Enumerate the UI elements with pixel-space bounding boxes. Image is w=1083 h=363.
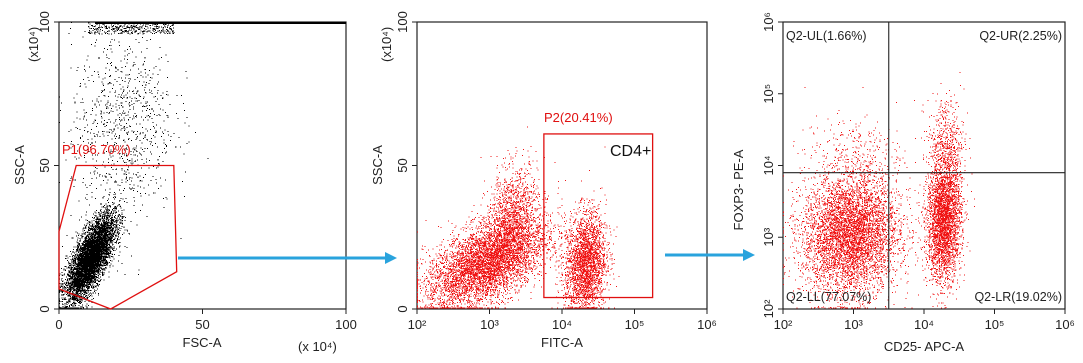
quadrant-ul-label: Q2-UL(1.66%) [786,29,867,43]
panel-2-points [417,126,620,309]
y-tick-label: 10³ [761,227,776,246]
y-tick-label: 10⁶ [761,12,776,32]
panel-1-points [59,22,346,309]
x-tick-label: 0 [55,317,62,332]
panel-3: Q2-UL(1.66%) Q2-UR(2.25%) Q2-LL(77.07%) … [731,12,1075,354]
gating-arrows [178,249,755,264]
y-tick-label: 100 [395,11,410,33]
x-tick-label: 10³ [844,317,863,332]
panel-1-y-scale-label: (x10⁴) [26,27,41,62]
panel-1: P1(96.70%) 0 50 100 0 50 100 (x10⁴) (x 10⁴) F… [12,11,357,354]
panel-2-y-axis-label: SSC-A [370,145,385,185]
scatter-points [59,22,209,309]
x-tick-label: 10² [408,317,427,332]
y-tick-label: 50 [395,158,410,172]
x-tick-label: 10³ [480,317,499,332]
arrow-2-head [743,249,755,261]
gate-p2 [543,133,654,299]
y-tick-label: 100 [37,11,52,33]
y-tick-label: 10⁴ [761,155,776,175]
panel-2: P2(20.41%) CD4+ 10² 10³ 10⁴ 10⁵ 10⁶ 0 50 100 (x… [370,11,717,350]
gate-p2-label: P2(20.41%) [544,110,613,125]
x-tick-label: 10⁶ [697,317,717,332]
panel-2-y-scale-label: (x10⁴) [379,27,394,62]
scatter-points [783,71,976,309]
gate-p1-label: P1(96.70%) [62,142,131,157]
y-tick-label: 0 [395,305,410,312]
cd4-positive-annotation: CD4+ [610,143,651,160]
x-tick-label: 10⁶ [1055,317,1075,332]
panel-3-frame [782,21,1066,310]
panel-2-ticks: 10² 10³ 10⁴ 10⁵ 10⁶ 0 50 100 [395,11,717,332]
panel-1-x-axis-label: FSC-A [183,335,222,350]
y-tick-label: 50 [37,158,52,172]
panel-1-ticks: 0 50 100 0 50 100 [37,11,357,332]
quadrant-lr-label: Q2-LR(19.02%) [974,290,1062,304]
arrow-1-head [385,252,397,264]
x-tick-label: 10⁴ [914,317,934,332]
y-tick-label: 10⁵ [761,84,776,104]
panel-3-points [783,71,976,309]
panel-1-x-scale-label: (x 10⁴) [298,339,337,354]
quadrant-ll-label: Q2-LL(77.07%) [786,290,871,304]
y-tick-label: 0 [37,305,52,312]
x-tick-label: 100 [335,317,357,332]
gate-p1 [58,164,178,310]
x-tick-label: 50 [195,317,209,332]
x-tick-label: 10⁵ [625,317,645,332]
y-tick-label: 10² [761,299,776,318]
scatter-points [417,126,620,309]
panel-3-ticks: 10² 10³ 10⁴ 10⁵ 10⁶ 10² 10³ 10⁴ 10⁵ 10⁶ [761,12,1075,332]
x-tick-label: 10² [774,317,793,332]
quadrant-ur-label: Q2-UR(2.25%) [979,29,1062,43]
panel-1-y-axis-label: SSC-A [12,145,27,185]
panel-2-x-axis-label: FITC-A [541,335,583,350]
panel-3-x-axis-label: CD25- APC-A [884,339,965,354]
panel-3-y-axis-label: FOXP3- PE-A [731,149,746,230]
x-tick-label: 10⁴ [552,317,572,332]
x-tick-label: 10⁵ [985,317,1005,332]
